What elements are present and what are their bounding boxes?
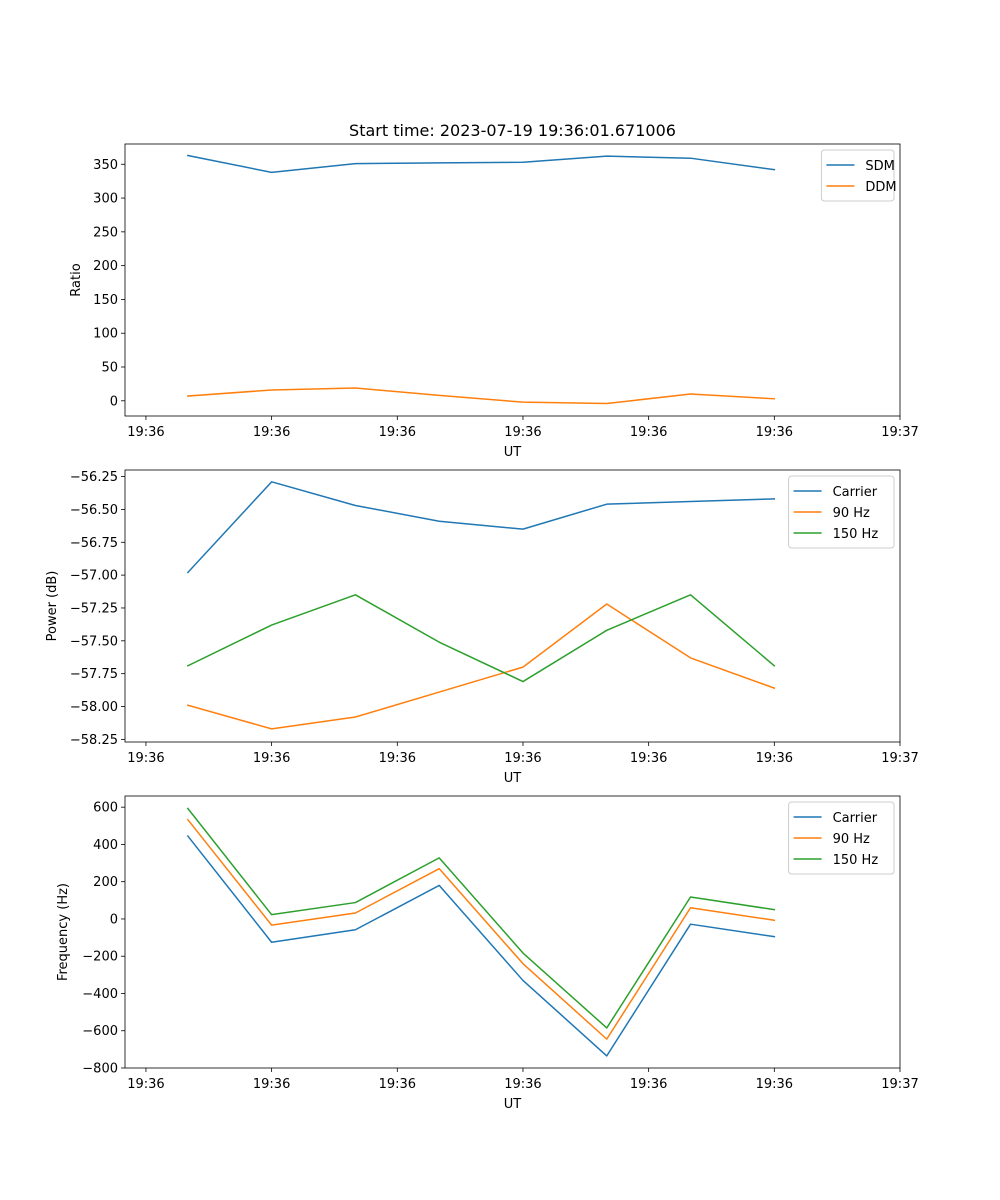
x-tick-label: 19:37 <box>881 751 918 766</box>
chart-title: Start time: 2023-07-19 19:36:01.671006 <box>349 121 676 140</box>
x-tick-label: 19:36 <box>253 1077 290 1092</box>
y-tick-label: −56.25 <box>70 470 118 485</box>
x-tick-label: 19:36 <box>379 1077 416 1092</box>
legend-entry: Carrier <box>833 485 878 500</box>
y-tick-label: −58.00 <box>70 700 118 715</box>
x-tick-label: 19:36 <box>756 751 793 766</box>
y-tick-label: 100 <box>93 327 118 342</box>
x-tick-label: 19:36 <box>630 751 667 766</box>
x-tick-label: 19:36 <box>127 1077 164 1092</box>
x-tick-label: 19:36 <box>127 425 164 440</box>
y-tick-label: −800 <box>82 1062 118 1077</box>
axes-frame <box>124 795 901 1069</box>
legend: Carrier 90 Hz 150 Hz <box>788 801 895 875</box>
legend-entry: 150 Hz <box>833 527 879 542</box>
x-tick-label: 19:36 <box>504 751 541 766</box>
legend-entry: 150 Hz <box>833 853 879 868</box>
legend-box <box>820 149 895 202</box>
y-tick-label: 600 <box>93 801 118 816</box>
y-tick-label: −57.75 <box>70 667 118 682</box>
y-tick-label: −200 <box>82 950 118 965</box>
series-line-sdm <box>186 154 776 174</box>
chart-panel-1: 19:36 19:36 19:36 19:36 19:36 19:36 19:37 −58.2… <box>45 469 919 786</box>
x-tick-label: 19:36 <box>504 1077 541 1092</box>
series-line-ddm <box>187 387 776 405</box>
y-tick-label: −57.50 <box>70 634 118 649</box>
y-tick-label: −57.00 <box>70 569 118 584</box>
y-tick-label: 200 <box>93 259 118 274</box>
y-tick-label: 0 <box>110 912 118 927</box>
legend-entry: 90 Hz <box>833 832 870 847</box>
legend: Carrier 90 Hz 150 Hz <box>788 475 895 549</box>
series-line-carrier <box>186 481 776 574</box>
x-tick-label: 19:36 <box>756 425 793 440</box>
x-tick-label: 19:36 <box>253 425 290 440</box>
plot-area <box>125 470 900 742</box>
x-tick-label: 19:36 <box>756 1077 793 1092</box>
y-tick-label: −600 <box>82 1024 118 1039</box>
y-tick-label: 350 <box>93 158 118 173</box>
legend-box <box>788 801 895 875</box>
chart-panel-0: 19:36 19:36 19:36 19:36 19:36 19:36 19:37 0 50 10… <box>69 121 919 460</box>
y-tick-label: −56.75 <box>70 536 118 551</box>
legend-box <box>788 475 895 549</box>
series-line-90-hz <box>186 603 776 730</box>
axes-frame <box>124 469 901 743</box>
legend-entry: DDM <box>865 180 896 195</box>
legend: SDM DDM <box>820 149 897 202</box>
y-tick-label: 200 <box>93 875 118 890</box>
x-tick-label: 19:37 <box>881 425 918 440</box>
series-line-150-hz <box>186 594 776 683</box>
chart-panel-2: 19:36 19:36 19:36 19:36 19:36 19:36 19:37 −800 −… <box>56 795 919 1112</box>
y-axis-label: Power (dB) <box>45 571 60 642</box>
plot-area <box>125 796 900 1068</box>
y-axis-label: Ratio <box>69 263 84 296</box>
series-line-150-hz <box>186 807 776 1029</box>
y-tick-label: 150 <box>93 293 118 308</box>
series-line-carrier <box>186 834 776 1057</box>
y-tick-label: −56.50 <box>70 503 118 518</box>
legend-entry: Carrier <box>833 811 878 826</box>
x-tick-label: 19:36 <box>127 751 164 766</box>
y-axis-label: Frequency (Hz) <box>56 883 71 981</box>
legend-entry: 90 Hz <box>833 506 870 521</box>
legend-entry: SDM <box>865 159 894 174</box>
y-tick-label: 300 <box>93 192 118 207</box>
y-tick-label: −58.25 <box>70 733 118 748</box>
y-tick-label: −57.25 <box>70 601 118 616</box>
y-tick-label: 50 <box>101 361 118 376</box>
y-tick-label: −400 <box>82 987 118 1002</box>
x-tick-label: 19:36 <box>253 751 290 766</box>
x-tick-label: 19:36 <box>504 425 541 440</box>
series-line-90-hz <box>186 818 776 1040</box>
x-axis-label: UT <box>504 771 522 786</box>
x-tick-label: 19:36 <box>630 425 667 440</box>
x-tick-label: 19:36 <box>379 751 416 766</box>
y-tick-label: 0 <box>110 394 118 409</box>
axes-frame <box>124 143 901 417</box>
x-tick-label: 19:36 <box>379 425 416 440</box>
x-axis-label: UT <box>504 445 522 460</box>
plot-area <box>125 144 900 416</box>
y-tick-label: 250 <box>93 225 118 240</box>
x-tick-label: 19:37 <box>881 1077 918 1092</box>
x-tick-label: 19:36 <box>630 1077 667 1092</box>
x-axis-label: UT <box>504 1097 522 1112</box>
y-tick-label: 400 <box>93 838 118 853</box>
